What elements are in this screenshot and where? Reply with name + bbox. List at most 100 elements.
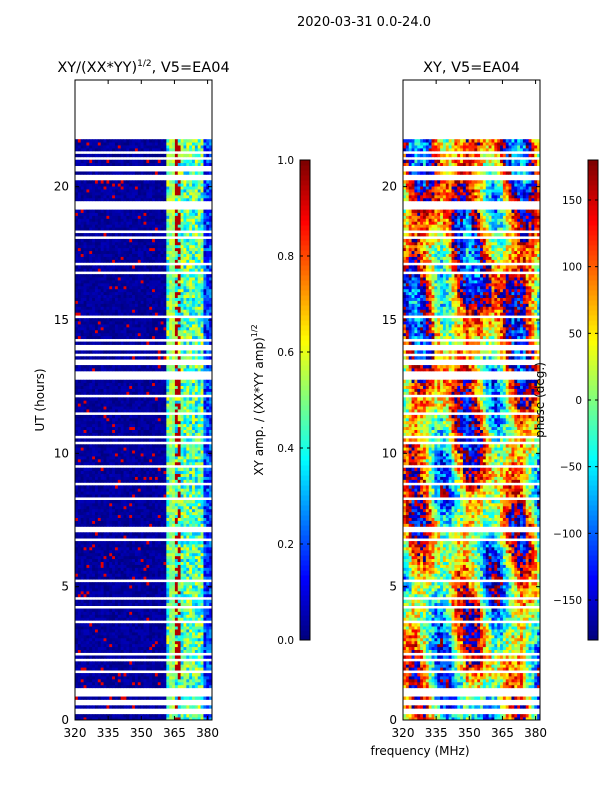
amplitude-cell [169, 388, 173, 392]
amplitude-cell [194, 593, 199, 598]
amplitude-cell [177, 382, 181, 386]
amplitude-cell [152, 476, 156, 480]
amplitude-cell [140, 523, 144, 527]
amplitude-cell [183, 479, 187, 483]
amplitude-cell [137, 564, 142, 568]
amplitude-cell [157, 505, 162, 510]
amplitude-cell [126, 546, 130, 551]
amplitude-cell [103, 400, 107, 404]
amplitude-cell [209, 324, 213, 328]
amplitude-cell [166, 555, 170, 560]
amplitude-cell [206, 649, 210, 653]
amplitude-cell [172, 567, 176, 571]
amplitude-cell [80, 546, 84, 551]
amplitude-cell [154, 661, 159, 665]
amplitude-cell [89, 406, 93, 410]
amplitude-cell [120, 523, 124, 527]
amplitude-cell [166, 494, 170, 498]
amplitude-cell [177, 453, 181, 457]
amplitude-cell [120, 684, 124, 689]
amplitude-cell [132, 456, 136, 460]
amplitude-cell [200, 379, 204, 384]
amplitude-cell [75, 520, 79, 524]
amplitude-cell [120, 444, 124, 448]
amplitude-cell [100, 593, 104, 598]
amplitude-cell [83, 637, 87, 642]
amplitude-cell [94, 365, 99, 369]
amplitude-cell [77, 500, 82, 504]
amplitude-cell [134, 432, 139, 436]
amplitude-cell [194, 420, 199, 425]
amplitude-cell [112, 541, 116, 545]
amplitude-cell [189, 681, 193, 686]
amplitude-cell [109, 549, 113, 554]
amplitude-cell [169, 549, 173, 554]
amplitude-cell [183, 705, 187, 709]
amplitude-cell [114, 324, 119, 328]
amplitude-cell [177, 406, 181, 410]
amplitude-cell [114, 632, 119, 636]
amplitude-cell [163, 458, 167, 463]
amplitude-cell [103, 649, 107, 653]
amplitude-cell [132, 388, 136, 392]
amplitude-cell [75, 573, 79, 577]
amplitude-cell [140, 429, 144, 433]
amplitude-cell [200, 517, 204, 521]
amplitude-cell [75, 517, 79, 521]
amplitude-cell [197, 508, 201, 513]
amplitude-cell [77, 329, 82, 334]
amplitude-cell [100, 403, 104, 407]
amplitude-cell [86, 365, 90, 369]
amplitude-cell [177, 678, 181, 683]
amplitude-cell [180, 476, 184, 480]
amplitude-cell [183, 558, 187, 562]
amplitude-cell [194, 546, 199, 551]
amplitude-cell [77, 341, 82, 345]
amplitude-cell [166, 318, 170, 322]
amplitude-cell [100, 678, 104, 683]
amplitude-cell [194, 646, 199, 650]
amplitude-cell [137, 502, 142, 507]
amplitude-cell [180, 629, 184, 633]
amplitude-cell [189, 444, 193, 448]
amplitude-cell [200, 546, 204, 551]
amplitude-cell [166, 593, 170, 598]
amplitude-cell [92, 388, 96, 392]
amplitude-cell [206, 661, 210, 665]
amplitude-cell [180, 341, 184, 345]
amplitude-cell [109, 667, 113, 671]
amplitude-cell [134, 467, 139, 472]
amplitude-cell [180, 590, 184, 595]
amplitude-cell [180, 564, 184, 568]
amplitude-cell [160, 350, 164, 354]
amplitude-cell [192, 552, 196, 557]
amplitude-cell [83, 549, 87, 554]
amplitude-cell [157, 608, 162, 612]
amplitude-cell [186, 365, 190, 369]
amplitude-cell [166, 517, 170, 521]
amplitude-cell [86, 623, 90, 627]
amplitude-cell [189, 664, 193, 668]
amplitude-cell [134, 365, 139, 369]
amplitude-cell [180, 318, 184, 322]
amplitude-cell [154, 520, 159, 524]
amplitude-cell [186, 561, 190, 565]
amplitude-cell [112, 423, 116, 428]
amplitude-cell [123, 637, 127, 642]
amplitude-cell [77, 544, 82, 548]
amplitude-cell [137, 467, 142, 472]
amplitude-cell [157, 602, 162, 606]
amplitude-cell [152, 626, 156, 630]
amplitude-cell [129, 453, 133, 457]
amplitude-cell [126, 508, 130, 513]
amplitude-cell [140, 458, 144, 463]
amplitude-cell [103, 494, 107, 498]
amplitude-cell [117, 505, 122, 510]
amplitude-cell [109, 456, 113, 460]
amplitude-cell [123, 564, 127, 568]
amplitude-cell [126, 350, 130, 354]
amplitude-cell [129, 561, 133, 565]
amplitude-cell [200, 535, 204, 539]
amplitude-cell [152, 453, 156, 457]
amplitude-cell [106, 423, 110, 428]
